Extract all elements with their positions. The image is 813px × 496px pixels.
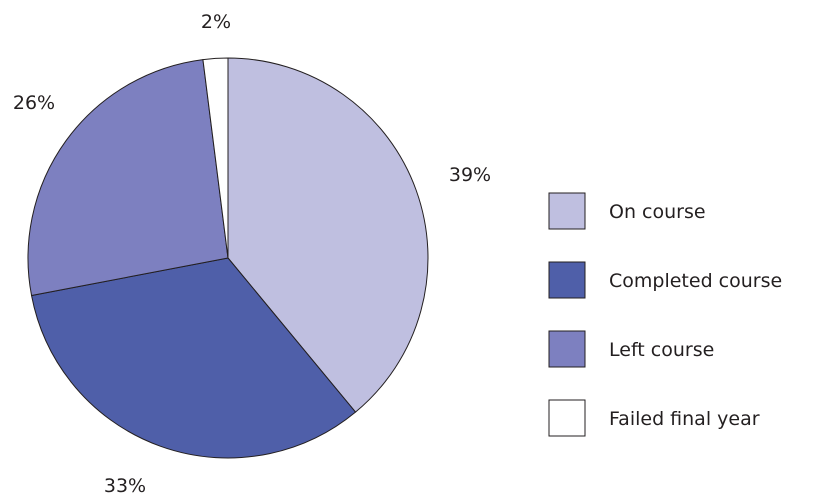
percentage-label-completed-course: 33% xyxy=(104,475,146,496)
legend-label-completed-course: Completed course xyxy=(609,270,782,292)
legend-label-on-course: On course xyxy=(609,201,706,223)
percentage-label-failed-final-year: 2% xyxy=(201,11,231,33)
legend: On course Completed course Left course Fail… xyxy=(549,193,782,436)
legend-label-left-course: Left course xyxy=(609,339,714,361)
legend-swatch-failed-final-year xyxy=(549,400,585,436)
percentage-label-left-course: 26% xyxy=(13,92,55,114)
legend-label-failed-final-year: Failed final year xyxy=(609,408,760,430)
pie-slices xyxy=(28,58,428,458)
pie-slice-left-course xyxy=(28,60,228,296)
percentage-label-on-course: 39% xyxy=(449,164,491,186)
legend-swatch-completed-course xyxy=(549,262,585,298)
legend-swatch-on-course xyxy=(549,193,585,229)
legend-swatch-left-course xyxy=(549,331,585,367)
